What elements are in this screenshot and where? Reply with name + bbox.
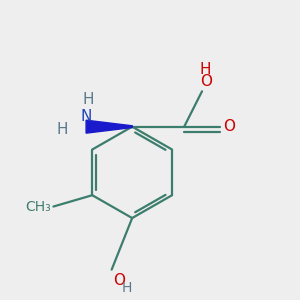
Text: H: H (122, 281, 132, 296)
Text: O: O (200, 74, 212, 89)
Text: O: O (113, 273, 125, 288)
Polygon shape (86, 120, 132, 133)
Text: CH₃: CH₃ (25, 200, 51, 214)
Text: O: O (223, 118, 235, 134)
Text: H: H (200, 62, 211, 77)
Text: H: H (83, 92, 94, 106)
Text: N: N (80, 109, 92, 124)
Text: H: H (56, 122, 68, 136)
